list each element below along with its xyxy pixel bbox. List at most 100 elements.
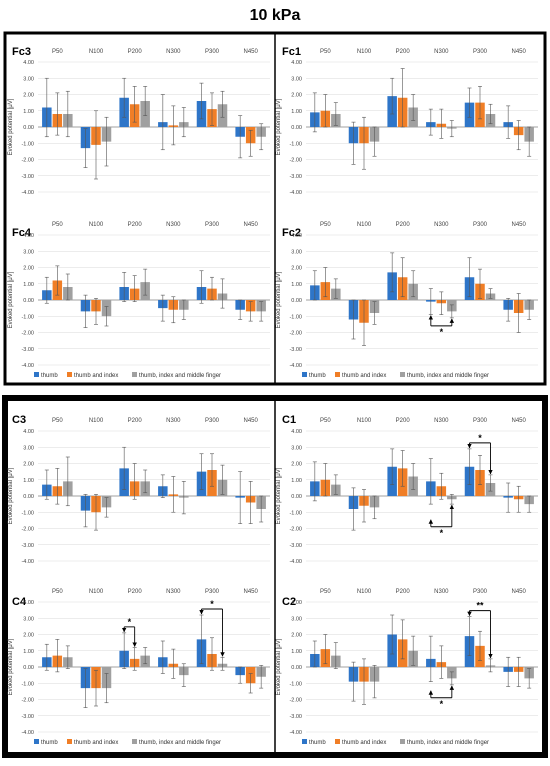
- category-label: P50: [320, 222, 331, 228]
- y-tick-label: -1.00: [289, 510, 302, 516]
- y-tick-label: 1.00: [23, 109, 34, 115]
- y-tick-label: 2.00: [291, 266, 302, 272]
- y-tick-label: -2.00: [21, 158, 34, 164]
- legend-label: thumb, index and middle finger: [139, 373, 221, 379]
- category-label: P300: [205, 418, 220, 424]
- category-label: N300: [166, 222, 181, 228]
- significance-label: *: [210, 599, 214, 609]
- legend-label: thumb and index: [342, 740, 386, 746]
- category-label: P300: [473, 418, 488, 424]
- y-tick-label: 3.00: [23, 616, 34, 622]
- y-tick-label: 3.00: [291, 249, 302, 255]
- y-tick-label: -1.00: [289, 314, 302, 320]
- panel-title: Fc4: [12, 227, 32, 239]
- legend-label: thumb: [41, 740, 58, 746]
- category-label: P200: [396, 589, 411, 595]
- panel-fc4: Fc4 -4.00 -3.00 -2.00 -1.00 0.00 1.00 2.00 3.00 4…: [8, 222, 270, 379]
- panel-title: Fc3: [12, 46, 31, 58]
- y-tick-label: -4.00: [21, 190, 34, 196]
- category-label: N100: [357, 418, 372, 424]
- y-tick-label: 1.00: [23, 282, 34, 288]
- y-tick-label: 0.00: [291, 125, 302, 131]
- y-tick-label: 3.00: [291, 616, 302, 622]
- y-tick-label: -2.00: [289, 331, 302, 337]
- panel-title: C2: [282, 596, 296, 608]
- y-axis-label: Evoked potential [μV]: [276, 638, 282, 695]
- y-tick-label: 4.00: [291, 429, 302, 435]
- category-label: N100: [89, 589, 104, 595]
- legend-swatch: [302, 372, 307, 377]
- y-tick-label: -3.00: [21, 543, 34, 549]
- y-tick-label: -3.00: [289, 174, 302, 180]
- y-tick-label: -4.00: [289, 559, 302, 565]
- y-tick-label: 0.00: [23, 494, 34, 500]
- y-tick-label: 4.00: [23, 429, 34, 435]
- legend-swatch: [335, 372, 340, 377]
- y-tick-label: -4.00: [21, 363, 34, 369]
- category-label: P50: [320, 589, 331, 595]
- y-axis-label: Evoked potential [μV]: [276, 271, 282, 328]
- y-tick-label: -3.00: [21, 347, 34, 353]
- figure-title: 10 kPa: [250, 7, 301, 24]
- legend-label: thumb: [309, 740, 326, 746]
- legend-swatch: [132, 372, 137, 377]
- y-tick-label: 4.00: [23, 600, 34, 606]
- y-axis-label: Evoked potential [μV]: [276, 98, 282, 155]
- significance-label: *: [440, 699, 444, 709]
- y-tick-label: 0.00: [291, 298, 302, 304]
- category-label: P200: [128, 222, 143, 228]
- y-tick-label: -3.00: [289, 714, 302, 720]
- legend-swatch: [132, 739, 137, 744]
- category-label: P300: [205, 222, 220, 228]
- category-label: P50: [52, 589, 63, 595]
- y-tick-label: -4.00: [21, 730, 34, 736]
- y-tick-label: -1.00: [21, 681, 34, 687]
- y-tick-label: -2.00: [21, 331, 34, 337]
- y-tick-label: 0.00: [23, 125, 34, 131]
- y-tick-label: -2.00: [289, 527, 302, 533]
- category-label: N300: [434, 222, 449, 228]
- category-label: N450: [243, 418, 258, 424]
- category-label: P300: [205, 49, 220, 55]
- y-tick-label: 2.00: [23, 462, 34, 468]
- y-tick-label: 0.00: [291, 665, 302, 671]
- y-tick-label: -3.00: [289, 347, 302, 353]
- y-tick-label: -1.00: [21, 314, 34, 320]
- category-label: N450: [511, 589, 526, 595]
- y-axis-label: Evoked potential [μV]: [276, 467, 282, 524]
- category-label: P300: [205, 589, 220, 595]
- panel-c1: C1 -4.00 -3.00 -2.00 -1.00 0.00 1.00 2.00 3.00 4.…: [276, 414, 538, 565]
- y-tick-label: -1.00: [289, 681, 302, 687]
- y-tick-label: -2.00: [21, 527, 34, 533]
- category-label: P200: [128, 418, 143, 424]
- y-tick-label: 1.00: [291, 649, 302, 655]
- significance-label: *: [440, 528, 444, 538]
- panel-title: Fc1: [282, 46, 301, 58]
- panel-fc3: Fc3 -4.00 -3.00 -2.00 -1.00 0.00 1.00 2.00 3.00 4…: [8, 46, 270, 196]
- category-label: N450: [511, 418, 526, 424]
- y-tick-label: 1.00: [291, 282, 302, 288]
- legend-label: thumb: [309, 373, 326, 379]
- category-label: P200: [396, 49, 411, 55]
- legend-swatch: [400, 739, 405, 744]
- legend-swatch: [335, 739, 340, 744]
- panel-title: C1: [282, 414, 296, 426]
- legend-label: thumb, index and middle finger: [407, 740, 489, 746]
- y-tick-label: 4.00: [291, 60, 302, 66]
- y-tick-label: 2.00: [23, 93, 34, 99]
- y-tick-label: -1.00: [21, 141, 34, 147]
- category-label: N300: [166, 589, 181, 595]
- y-tick-label: -3.00: [21, 174, 34, 180]
- legend-swatch: [400, 372, 405, 377]
- y-tick-label: -1.00: [21, 510, 34, 516]
- legend-label: thumb and index: [74, 373, 118, 379]
- y-tick-label: 2.00: [291, 633, 302, 639]
- category-label: N300: [434, 49, 449, 55]
- significance-label: *: [440, 327, 444, 337]
- significance-label: *: [128, 617, 132, 627]
- y-tick-label: -3.00: [21, 714, 34, 720]
- category-label: P200: [396, 418, 411, 424]
- y-tick-label: -2.00: [21, 698, 34, 704]
- y-tick-label: -2.00: [289, 698, 302, 704]
